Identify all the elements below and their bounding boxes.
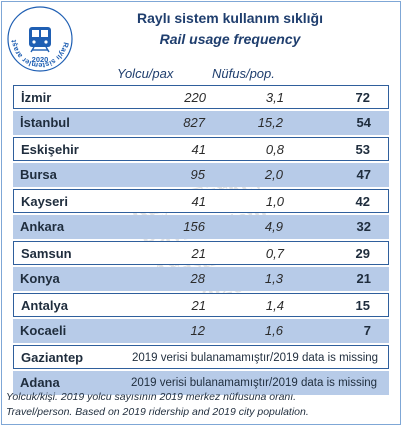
passenger-value: 41 bbox=[191, 142, 206, 157]
usage-ratio-value: 47 bbox=[356, 167, 371, 182]
population-value: 1,4 bbox=[265, 298, 284, 313]
table-row: Ankara 156 4,9 32 bbox=[13, 215, 389, 239]
data-table: İzmir 220 3,1 72 İstanbul 827 15,2 54 Eskişehir 4… bbox=[13, 85, 389, 397]
passenger-value: 95 bbox=[190, 167, 205, 182]
city-name: Kayseri bbox=[21, 194, 68, 209]
missing-data-note: 2019 verisi bulanamamıştır/2019 data is … bbox=[131, 352, 379, 364]
table-row: Bursa 95 2,0 47 bbox=[13, 163, 389, 187]
population-value: 3,1 bbox=[265, 90, 284, 105]
chart-title: Raylı sistem kullanım sıklığı bbox=[137, 10, 323, 26]
table-row: Adana 2019 verisi bulanamamıştır/2019 dat… bbox=[13, 371, 389, 395]
table-row: Antalya 21 1,4 15 bbox=[13, 293, 389, 317]
city-name: Kocaeli bbox=[20, 323, 67, 338]
chart-subtitle: Rail usage frequency bbox=[159, 31, 301, 47]
table-row: İzmir 220 3,1 72 bbox=[13, 85, 389, 109]
usage-ratio-value: 54 bbox=[356, 115, 371, 130]
logo-year: 2020 bbox=[32, 55, 49, 64]
usage-ratio-value: 15 bbox=[355, 298, 370, 313]
usage-ratio-value: 21 bbox=[356, 271, 371, 286]
table-row: Kocaeli 12 1,6 7 bbox=[13, 319, 389, 343]
column-header-pax: Yolcu/pax bbox=[117, 66, 174, 81]
usage-ratio-value: 72 bbox=[355, 90, 370, 105]
logo: Raylı sistemler araştırması 2020 bbox=[6, 5, 73, 72]
population-value: 4,9 bbox=[264, 219, 283, 234]
table-row: Eskişehir 41 0,8 53 bbox=[13, 137, 389, 161]
usage-ratio-value: 7 bbox=[363, 323, 371, 338]
logo-outer-ring bbox=[7, 6, 73, 72]
column-header-pop: Nüfus/pop. bbox=[212, 66, 275, 81]
city-name: Bursa bbox=[20, 167, 57, 182]
usage-ratio-value: 29 bbox=[355, 246, 370, 261]
passenger-value: 156 bbox=[183, 219, 205, 234]
city-name: Antalya bbox=[21, 298, 68, 313]
footnote-tr: Yolcuk/kişi. 2019 yolcu sayısının 2019 m… bbox=[6, 391, 297, 403]
table-row: Samsun 21 0,7 29 bbox=[13, 241, 389, 265]
passenger-value: 220 bbox=[184, 90, 206, 105]
passenger-value: 21 bbox=[191, 298, 206, 313]
population-value: 1,6 bbox=[264, 323, 283, 338]
table-row: Konya 28 1,3 21 bbox=[13, 267, 389, 291]
population-value: 15,2 bbox=[257, 115, 283, 130]
city-name: Konya bbox=[20, 271, 60, 286]
table-row: Gaziantep 2019 verisi bulanamamıştır/2019… bbox=[13, 345, 389, 369]
table-row: İstanbul 827 15,2 54 bbox=[13, 111, 389, 135]
population-value: 0,7 bbox=[265, 246, 284, 261]
city-name: Eskişehir bbox=[21, 142, 79, 157]
passenger-value: 28 bbox=[190, 271, 205, 286]
city-name: Gaziantep bbox=[21, 350, 84, 365]
usage-ratio-value: 32 bbox=[356, 219, 371, 234]
usage-ratio-value: 42 bbox=[355, 194, 370, 209]
usage-ratio-value: 53 bbox=[355, 142, 370, 157]
city-name: Samsun bbox=[21, 246, 72, 261]
passenger-value: 12 bbox=[190, 323, 205, 338]
city-name: İstanbul bbox=[20, 115, 70, 130]
city-name: İzmir bbox=[21, 90, 52, 105]
tram-icon bbox=[29, 27, 51, 53]
missing-data-note: 2019 verisi bulanamamıştır/2019 data is … bbox=[130, 377, 378, 389]
city-name: Adana bbox=[20, 375, 60, 390]
table-row: Kayseri 41 1,0 42 bbox=[13, 189, 389, 213]
passenger-value: 21 bbox=[191, 246, 206, 261]
population-value: 0,8 bbox=[265, 142, 284, 157]
population-value: 1,3 bbox=[264, 271, 283, 286]
footnote-en: Travel/person. Based on 2019 ridership a… bbox=[6, 406, 309, 418]
passenger-value: 41 bbox=[191, 194, 206, 209]
population-value: 1,0 bbox=[265, 194, 284, 209]
passenger-value: 827 bbox=[183, 115, 205, 130]
city-name: Ankara bbox=[20, 219, 65, 234]
population-value: 2,0 bbox=[264, 167, 283, 182]
